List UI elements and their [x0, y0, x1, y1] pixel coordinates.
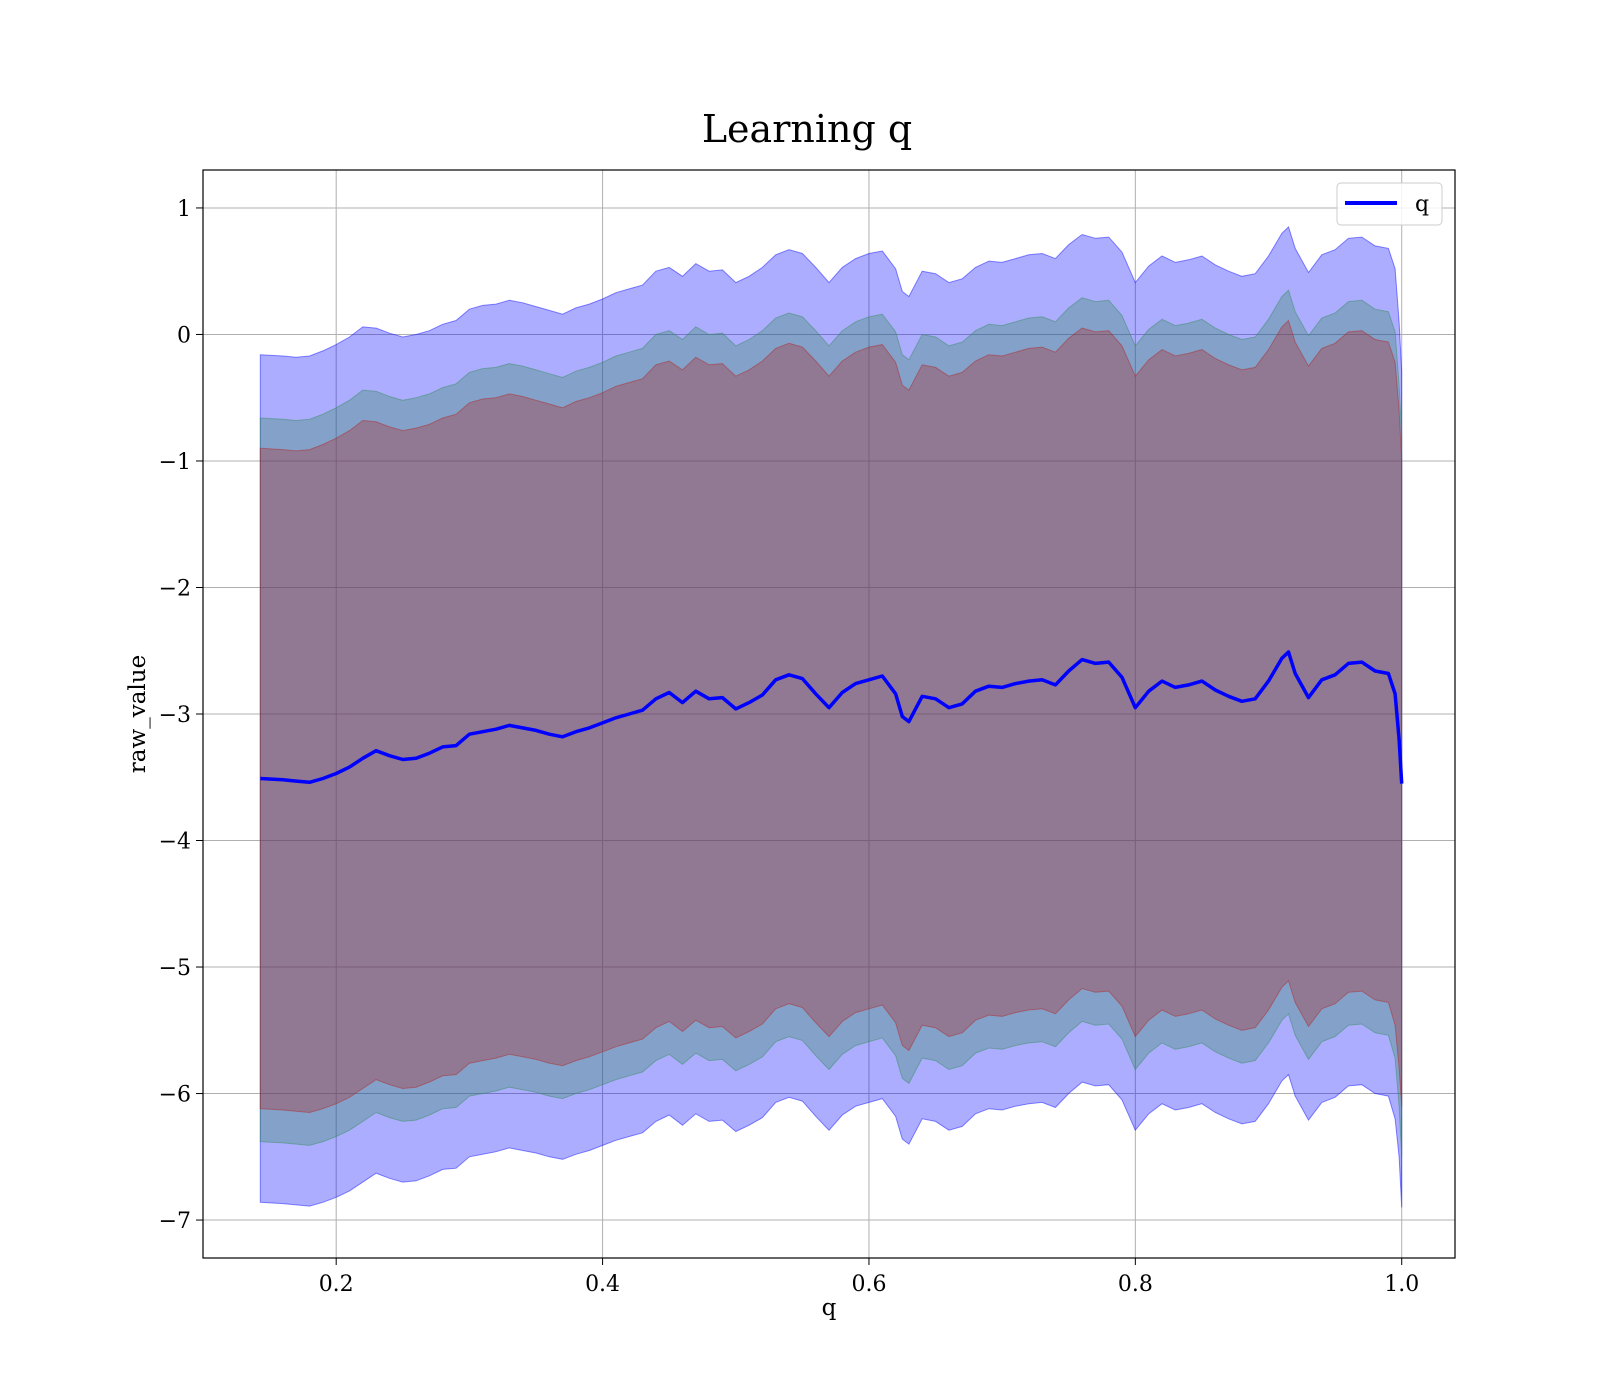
- confidence-band-1: [259, 289, 1403, 1157]
- y-axis-label: raw_value: [125, 655, 151, 773]
- y-tick-label: −1: [159, 450, 191, 475]
- x-axis-label: q: [822, 1295, 837, 1321]
- y-tick-label: −7: [159, 1209, 191, 1234]
- y-tick-label: −2: [159, 576, 191, 601]
- chart-title: Learning q: [702, 107, 912, 151]
- x-tick-label: 0.4: [585, 1272, 620, 1297]
- y-tick-label: −4: [159, 830, 191, 855]
- x-tick-label: 0.6: [851, 1272, 886, 1297]
- legend: q: [1336, 182, 1443, 226]
- series-lines: [260, 650, 1404, 785]
- y-tick-label: −6: [159, 1083, 191, 1108]
- x-tick-label: 1.0: [1384, 1272, 1419, 1297]
- bands: [259, 225, 1403, 1208]
- ticks: 0.2 0.4 0.6 0.8 1.0 1 0 −1 −2 −3 −4 −5 −6 −7: [159, 197, 1420, 1297]
- plot-frame: [202, 169, 1456, 1259]
- confidence-band-2: [259, 319, 1403, 1114]
- series-line-q: [260, 650, 1404, 785]
- legend-label-q: q: [1415, 192, 1429, 217]
- y-tick-label: 0: [177, 323, 191, 348]
- x-tick-label: 0.8: [1118, 1272, 1153, 1297]
- confidence-band-0: [259, 225, 1403, 1208]
- x-tick-label: 0.2: [319, 1272, 354, 1297]
- y-tick-label: −3: [159, 703, 191, 728]
- y-tick-label: −5: [159, 956, 191, 981]
- grid: [203, 170, 1455, 1258]
- y-tick-label: 1: [177, 197, 191, 222]
